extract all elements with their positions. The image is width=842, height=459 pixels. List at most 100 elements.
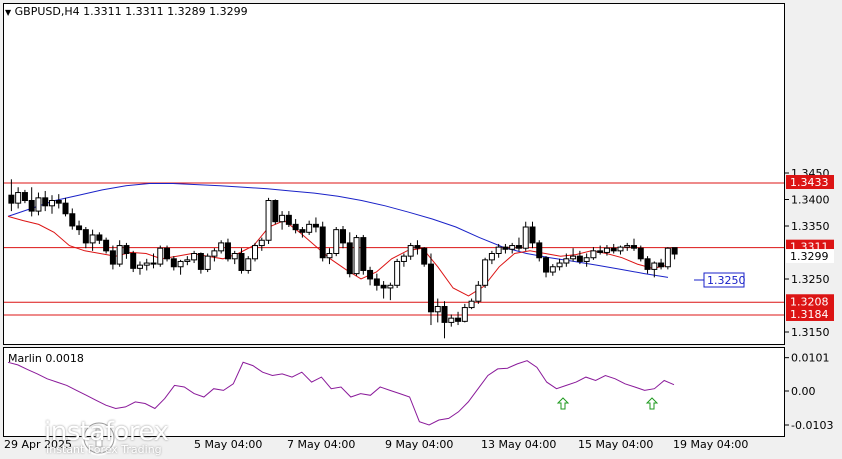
time-label: 9 May 04:00 (385, 438, 454, 451)
candle (103, 237, 110, 254)
candle (434, 298, 441, 323)
candle (252, 242, 259, 262)
candle-body (549, 266, 556, 273)
candle-body (644, 258, 651, 270)
up-arrow-icon (645, 397, 659, 410)
time-label: 15 May 04:00 (578, 438, 654, 451)
candle-body (89, 234, 96, 244)
indicator-tick-label: 0.0101 (791, 352, 830, 365)
candle (319, 221, 326, 262)
candle (130, 250, 137, 273)
candle-body (265, 200, 272, 241)
candle (48, 195, 55, 214)
candle (157, 245, 164, 267)
candle (170, 256, 177, 271)
candle (360, 234, 367, 275)
candle (143, 258, 150, 271)
indicator-svg (7, 360, 675, 426)
ma-target-label: 1.3250 (707, 274, 746, 287)
candle (82, 227, 89, 249)
candle-body (570, 255, 577, 260)
candle (515, 237, 522, 251)
candle-body (543, 257, 550, 273)
indicator-polyline (7, 360, 675, 426)
candle (482, 257, 489, 288)
candle (509, 242, 516, 254)
candle (62, 197, 69, 217)
candle (563, 253, 570, 267)
candle-body (326, 253, 333, 259)
candle-body (164, 247, 171, 260)
time-label: 19 May 04:00 (673, 438, 749, 451)
candle-body (143, 262, 150, 266)
candlesticks (8, 179, 678, 339)
candle (306, 220, 313, 235)
candle-body (461, 307, 468, 322)
candle-body (252, 245, 259, 260)
current-price-tag (786, 249, 834, 264)
indicator-pane[interactable] (3, 347, 785, 437)
brand-tagline: Instant Forex Trading (46, 443, 162, 456)
candle-body (245, 258, 252, 271)
candle-body (130, 253, 137, 269)
candle (556, 258, 563, 271)
candle-body (123, 245, 130, 255)
candle-body (400, 255, 407, 262)
candle-body (597, 250, 604, 253)
candle (218, 240, 225, 254)
candle-body (15, 192, 22, 204)
candle-body (658, 262, 665, 268)
candle (285, 211, 292, 227)
candle (651, 261, 658, 278)
candle (258, 237, 265, 251)
level-price-tag (786, 175, 834, 190)
candle-body (319, 226, 326, 259)
candle-body (48, 200, 55, 207)
candle-body (488, 253, 495, 261)
chart-menu-triangle-icon[interactable]: ▼ (5, 8, 12, 17)
candle-body (69, 213, 76, 227)
instaforex-logo-icon (81, 420, 117, 456)
level-price-tag-label: 1.3208 (790, 295, 829, 308)
candle-body (563, 258, 570, 264)
symbol-header: ▼ GBPUSD,H4 1.3311 1.3311 1.3289 1.3299 (5, 5, 248, 18)
candle-body (441, 306, 448, 323)
candle-body (218, 242, 225, 252)
candle-body (407, 245, 414, 257)
candle (536, 240, 543, 262)
candle-body (394, 260, 401, 286)
price-chart-pane[interactable]: 1.3250 (3, 3, 785, 345)
candle (671, 247, 678, 260)
candle-body (150, 262, 157, 265)
candle (353, 234, 360, 276)
up-arrow-icon (556, 397, 570, 410)
level-price-tag (786, 306, 834, 321)
candle-body (617, 246, 624, 252)
candle-body (238, 253, 245, 271)
candle (150, 253, 157, 269)
candle (502, 243, 509, 254)
candle-body (380, 284, 387, 289)
candle (28, 187, 35, 217)
candle (495, 243, 502, 258)
candle (76, 220, 83, 235)
candle (191, 250, 198, 264)
candle-body (495, 246, 502, 254)
candle-body (184, 259, 191, 262)
candle (448, 314, 455, 327)
candle-body (62, 202, 69, 215)
indicator-tick-label: -0.0103 (791, 419, 833, 432)
candle-body (292, 223, 299, 231)
candle (333, 227, 340, 257)
candle-body (583, 257, 590, 262)
candle-body (157, 247, 164, 265)
candle (69, 208, 76, 230)
candle-body (116, 245, 123, 265)
candle-body (624, 245, 631, 248)
candle-body (211, 250, 218, 257)
candle-body (258, 239, 265, 247)
indicator-arrows (556, 397, 659, 410)
candle (116, 240, 123, 267)
candle (387, 282, 394, 301)
